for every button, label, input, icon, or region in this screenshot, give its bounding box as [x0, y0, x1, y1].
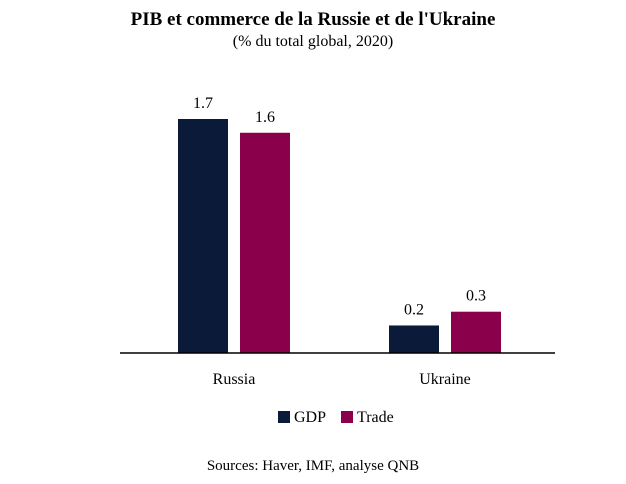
legend: GDP Trade: [278, 409, 394, 426]
bar-gdp-russia: [178, 119, 228, 353]
bar-gdp-ukraine: [389, 325, 439, 353]
data-label-gdp-ukraine: 0.2: [404, 301, 424, 318]
bar-trade-ukraine: [451, 311, 501, 353]
category-label-ukraine: Ukraine: [419, 371, 471, 388]
bar-trade-russia: [240, 132, 290, 353]
legend-swatch-gdp: [278, 411, 290, 423]
category-label-russia: Russia: [213, 371, 256, 388]
source-note: Sources: Haver, IMF, analyse QNB: [206, 458, 420, 474]
legend-label-trade: Trade: [357, 409, 394, 426]
data-label-trade-russia: 1.6: [255, 109, 275, 126]
category-labels-layer: Russia Ukraine: [213, 371, 471, 388]
legend-swatch-trade: [341, 411, 353, 423]
bars-layer: [178, 119, 501, 353]
legend-label-gdp: GDP: [294, 409, 326, 426]
chart-title: PIB et commerce de la Russie et de l'Ukr…: [130, 9, 496, 30]
data-labels-layer: 1.7 1.6 0.2 0.3: [193, 95, 486, 318]
data-label-trade-ukraine: 0.3: [466, 288, 486, 305]
data-label-gdp-russia: 1.7: [193, 95, 213, 112]
chart-subtitle: (% du total global, 2020): [232, 33, 394, 50]
